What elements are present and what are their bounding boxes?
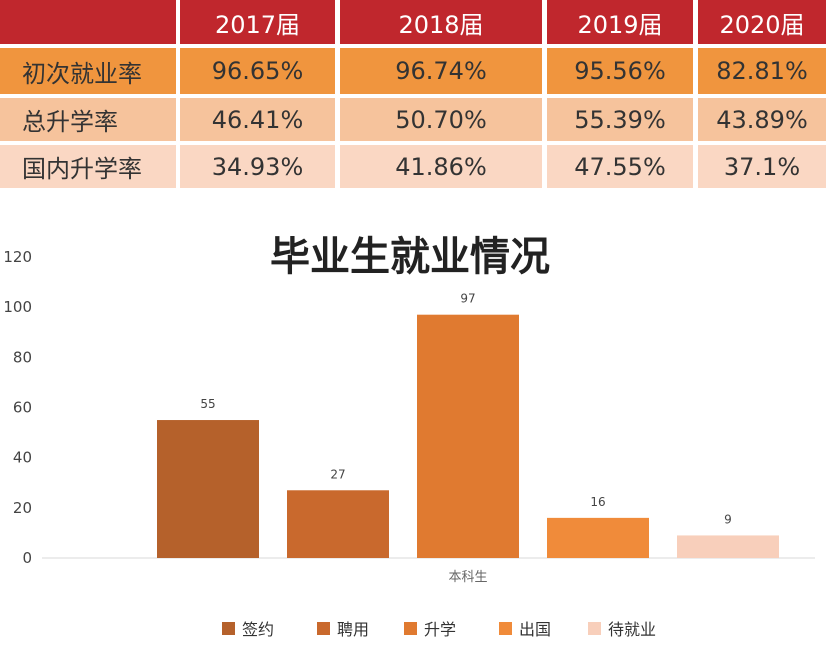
table-cell: 50.70% — [340, 98, 542, 141]
table-row-label: 国内升学率 — [0, 145, 176, 188]
table-cell: 43.89% — [698, 98, 826, 141]
legend-swatch — [588, 622, 601, 635]
table-cell: 96.65% — [180, 48, 335, 94]
data-label: 97 — [460, 292, 475, 306]
table-cell: 55.39% — [547, 98, 693, 141]
table-cell: 34.93% — [180, 145, 335, 188]
bar-3 — [417, 314, 519, 558]
legend-swatch — [404, 622, 417, 635]
y-tick-label: 60 — [13, 399, 32, 417]
table-header-cell: 2019届 — [547, 0, 693, 44]
y-tick-label: 40 — [13, 449, 32, 467]
legend-label: 聘用 — [337, 620, 369, 639]
y-tick-label: 0 — [22, 549, 32, 567]
table-row-label: 总升学率 — [0, 98, 176, 141]
table-header-cell: 2017届 — [180, 0, 335, 44]
data-label: 9 — [724, 512, 732, 526]
y-tick-label: 80 — [13, 348, 32, 366]
table-header-cell: 2020届 — [698, 0, 826, 44]
legend-label: 出国 — [519, 620, 551, 639]
y-tick-label: 20 — [13, 499, 32, 517]
legend-swatch — [222, 622, 235, 635]
table-cell: 46.41% — [180, 98, 335, 141]
legend-label: 签约 — [242, 620, 274, 639]
legend-swatch — [499, 622, 512, 635]
table-row-label: 初次就业率 — [0, 48, 176, 94]
data-label: 16 — [590, 495, 605, 509]
data-label: 27 — [330, 467, 345, 481]
table-cell: 47.55% — [547, 145, 693, 188]
legend-swatch — [317, 622, 330, 635]
bar-4 — [547, 517, 649, 558]
table-header-cell: 2018届 — [340, 0, 542, 44]
table-cell: 95.56% — [547, 48, 693, 94]
x-category-label: 本科生 — [448, 570, 487, 585]
table-cell: 82.81% — [698, 48, 826, 94]
table-cell: 37.1% — [698, 145, 826, 188]
y-tick-label: 120 — [3, 248, 32, 266]
table-cell: 96.74% — [340, 48, 542, 94]
bar-5 — [677, 535, 779, 558]
table-corner — [0, 0, 176, 44]
chart-title: 毕业生就业情况 — [270, 234, 550, 280]
y-tick-label: 100 — [3, 298, 32, 316]
table-cell: 41.86% — [340, 145, 542, 188]
legend-label: 待就业 — [608, 620, 656, 639]
stats-table: 2017届 2018届 2019届 2020届初次就业率 96.65% 96.74% 95.… — [0, 0, 826, 192]
legend-label: 升学 — [424, 620, 456, 639]
bar-1 — [157, 420, 259, 558]
bar-2 — [287, 490, 389, 558]
data-label: 55 — [200, 397, 215, 411]
